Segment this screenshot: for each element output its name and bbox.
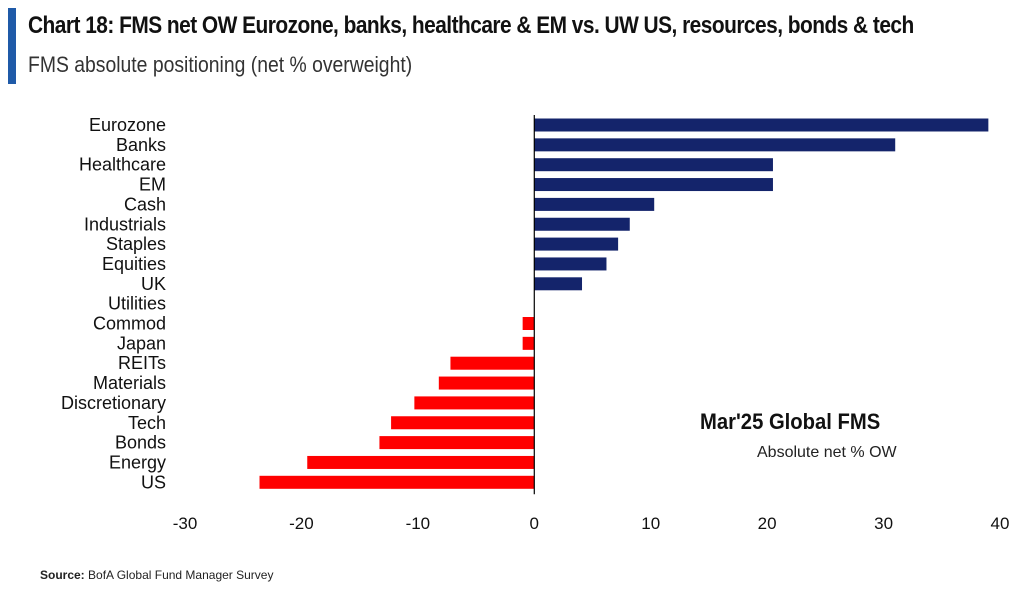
bar-japan: [522, 336, 535, 350]
bar-eurozone: [534, 118, 989, 132]
category-label: US: [141, 472, 166, 492]
x-tick-label: 0: [530, 514, 539, 533]
annotation-title: Mar'25 Global FMS: [700, 409, 881, 434]
x-tick-label: 40: [991, 514, 1010, 533]
category-label: Eurozone: [89, 115, 166, 135]
source-label: Source:: [40, 568, 85, 582]
bar-banks: [534, 138, 896, 152]
bar-uk: [534, 277, 583, 291]
chart-title: Chart 18: FMS net OW Eurozone, banks, he…: [28, 12, 914, 39]
category-label: Commod: [93, 314, 166, 334]
bar-discretionary: [414, 396, 535, 410]
category-label: Materials: [93, 373, 166, 393]
bar-commod: [522, 317, 535, 330]
x-tick-label: -20: [289, 514, 314, 533]
category-label: Tech: [128, 413, 166, 433]
category-label: Discretionary: [61, 393, 166, 413]
bar-equities: [534, 257, 607, 271]
x-tick-label: 20: [758, 514, 777, 533]
category-label: Cash: [124, 194, 166, 214]
annotation-subtitle: Absolute net % OW: [757, 444, 897, 461]
category-label: EM: [139, 175, 166, 195]
x-tick-label: -10: [406, 514, 431, 533]
bar-bonds: [379, 436, 535, 450]
category-label: Japan: [117, 333, 166, 353]
category-label: Equities: [102, 254, 166, 274]
bar-cash: [534, 197, 655, 211]
bar-us: [259, 475, 535, 489]
bar-reits: [450, 356, 535, 370]
bar-energy: [307, 455, 535, 469]
bar-staples: [534, 237, 619, 251]
category-label: Staples: [106, 234, 166, 254]
category-label: Industrials: [84, 214, 166, 234]
bar-industrials: [534, 217, 630, 231]
category-label: REITs: [118, 353, 166, 373]
category-label: Healthcare: [79, 155, 166, 175]
bar-em: [534, 178, 773, 192]
title-accent-bar: [8, 8, 16, 84]
bar-healthcare: [534, 158, 773, 172]
category-label: Banks: [116, 135, 166, 155]
category-label: Utilities: [108, 294, 166, 314]
source-text: BofA Global Fund Manager Survey: [88, 568, 274, 582]
chart-subtitle: FMS absolute positioning (net % overweig…: [28, 52, 413, 77]
x-tick-label: -30: [173, 514, 198, 533]
category-label: Bonds: [115, 433, 166, 453]
bar-materials: [438, 376, 535, 390]
x-tick-label: 30: [874, 514, 893, 533]
bar-tech: [391, 416, 535, 430]
source-note: Source: BofA Global Fund Manager Survey: [40, 568, 273, 582]
category-label: Energy: [109, 452, 166, 472]
category-label: UK: [141, 274, 166, 294]
x-tick-label: 10: [641, 514, 660, 533]
